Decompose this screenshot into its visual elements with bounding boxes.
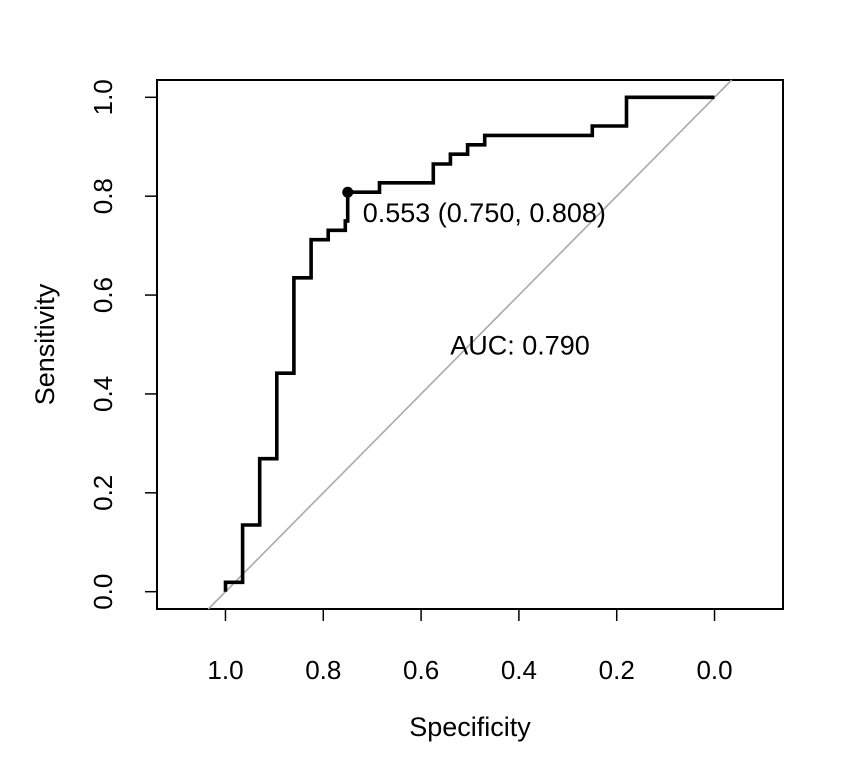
threshold-label: 0.553 (0.750, 0.808): [363, 198, 606, 228]
threshold-point: [342, 186, 354, 198]
auc-label: AUC: 0.790: [450, 330, 590, 360]
x-tick-label: 0.6: [403, 655, 439, 685]
x-tick-label: 0.0: [696, 655, 732, 685]
y-tick-label: 0.6: [88, 277, 118, 313]
roc-curve: [223, 95, 715, 592]
x-axis: 1.0 0.8 0.6 0.4 0.2 0.0: [207, 608, 733, 685]
y-tick-label: 0.0: [88, 574, 118, 610]
x-tick-label: 0.8: [305, 655, 341, 685]
x-tick-label: 0.4: [501, 655, 537, 685]
y-tick-label: 0.2: [88, 475, 118, 511]
x-tick-label: 1.0: [207, 655, 243, 685]
x-axis-title: Specificity: [409, 712, 531, 742]
y-axis: 0.0 0.2 0.4 0.6 0.8 1.0: [88, 79, 158, 610]
diagonal-reference-line: [207, 79, 733, 610]
y-tick-label: 0.8: [88, 178, 118, 214]
x-tick-label: 0.2: [599, 655, 635, 685]
y-tick-label: 0.4: [88, 376, 118, 412]
y-axis-title: Sensitivity: [30, 283, 60, 405]
y-tick-label: 1.0: [88, 79, 118, 115]
